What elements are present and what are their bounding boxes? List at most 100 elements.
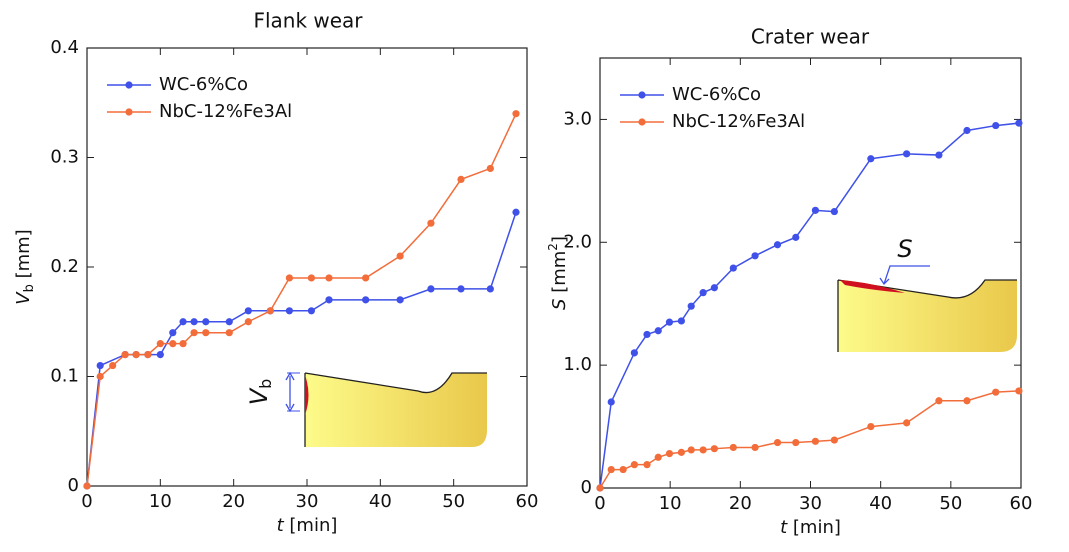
legend-marker [125, 81, 133, 89]
data-point [687, 302, 695, 310]
data-point [729, 264, 737, 272]
data-point [362, 296, 370, 304]
data-point [903, 150, 911, 158]
data-point [867, 422, 875, 431]
x-tick-label: 50 [939, 493, 962, 514]
x-tick-label: 0 [81, 491, 92, 512]
legend-marker [125, 108, 133, 116]
series-line [599, 390, 1019, 489]
x-axis-label: t [min] [780, 517, 841, 538]
annotation: S [897, 235, 912, 263]
annotation: Vb [245, 379, 275, 406]
x-tick-label: 30 [799, 493, 822, 514]
data-point [285, 307, 293, 315]
data-point [325, 274, 333, 282]
data-point [811, 437, 820, 445]
data-point [1015, 387, 1023, 395]
data-point [992, 388, 1000, 396]
data-point [512, 208, 520, 216]
label-part: 2 [546, 243, 560, 251]
label-part: S [549, 299, 570, 310]
data-point [751, 252, 759, 260]
chart-title: Flank wear [253, 9, 363, 33]
data-point [867, 155, 875, 163]
data-point [596, 484, 604, 492]
y-tick-label: 2.0 [563, 231, 592, 252]
y-tick-label: 0 [68, 475, 79, 496]
data-point [830, 207, 838, 216]
data-point [935, 397, 943, 405]
y-tick-label: 1.0 [563, 354, 592, 375]
y-tick-label: 3.0 [563, 108, 592, 129]
x-tick-label: 10 [659, 493, 682, 514]
data-point [427, 219, 435, 227]
x-tick-label: 40 [369, 491, 392, 512]
y-tick-label: 0.4 [50, 37, 79, 58]
data-point [179, 318, 187, 326]
label-part: [min] [289, 515, 337, 536]
chart-title: Crater wear [751, 25, 870, 49]
data-point [687, 446, 695, 454]
data-point [773, 438, 782, 447]
data-point [811, 206, 820, 214]
legend-label: NbC-12%Fe3Al [672, 111, 805, 132]
data-point [244, 307, 252, 315]
data-point [109, 361, 117, 370]
data-point [654, 453, 662, 461]
label-part: b [256, 379, 275, 389]
data-point [630, 349, 638, 357]
data-point [654, 327, 662, 335]
data-point [202, 329, 210, 337]
label-part: [mm] [13, 229, 34, 284]
label-part: t [780, 517, 788, 538]
tool-inset: Vb [245, 371, 487, 447]
x-tick-label: 0 [594, 493, 605, 514]
y-tick-label: 0.2 [50, 256, 79, 277]
y-tick-label: 0 [581, 477, 592, 498]
data-point [396, 296, 404, 304]
data-point [156, 340, 164, 348]
data-point [362, 274, 370, 282]
data-point [1015, 119, 1023, 127]
x-tick-label: 30 [296, 491, 319, 512]
data-point [677, 317, 685, 325]
data-point [457, 285, 465, 293]
data-point [665, 450, 674, 458]
data-point [190, 329, 198, 337]
data-point [225, 329, 233, 337]
label-part: [mm [549, 251, 570, 299]
tool-inset: S [837, 235, 1017, 352]
data-point [396, 252, 404, 260]
x-tick-label: 20 [222, 491, 245, 512]
data-point [132, 351, 140, 359]
data-point [830, 436, 838, 444]
data-point [486, 285, 494, 293]
data-point [903, 419, 911, 427]
data-point [179, 340, 187, 348]
data-point [699, 446, 707, 454]
data-point [202, 318, 210, 326]
label-part: V [13, 291, 34, 305]
x-axis-label: t [min] [277, 515, 338, 536]
data-point [643, 461, 651, 469]
data-point [643, 330, 651, 339]
data-point [792, 438, 800, 447]
data-point [773, 241, 782, 249]
label-part: t [277, 515, 285, 536]
data-point [156, 351, 164, 359]
data-point [992, 121, 1000, 130]
data-point [607, 465, 615, 474]
y-axis-label: S [mm2] [546, 236, 571, 310]
legend-label: NbC-12%Fe3Al [159, 101, 292, 122]
data-point [169, 340, 177, 348]
y-tick-label: 0.3 [50, 147, 79, 168]
data-point [792, 233, 800, 241]
legend-marker [638, 118, 646, 126]
data-point [607, 398, 615, 406]
data-point [677, 448, 685, 456]
x-tick-label: 10 [149, 491, 172, 512]
series-line [599, 122, 1019, 489]
data-point [630, 461, 638, 469]
label-part: S [897, 235, 912, 263]
